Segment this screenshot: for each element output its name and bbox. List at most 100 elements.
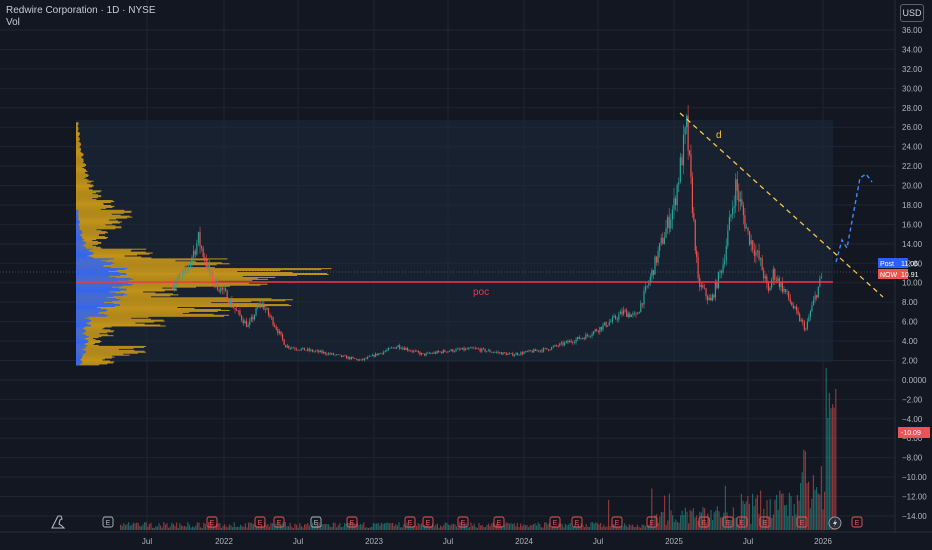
profile-bar-gold [76,307,178,309]
symbol-title[interactable]: Redwire Corporation · 1D · NYSE [6,5,156,16]
candle-body [395,347,398,349]
volume-bar [627,527,629,530]
candle-body [345,355,348,359]
candle-body [507,353,509,356]
profile-bar-gold [76,242,102,244]
volume-bar [780,493,782,530]
volume-bar [251,522,253,530]
volume-bar [596,523,598,530]
candle-body [460,349,462,351]
volume-bar [811,498,813,530]
candle-body [479,349,481,352]
earnings-marker-box [422,516,434,528]
candle-body [761,258,763,271]
profile-bar-gold [76,187,89,189]
volume-bar [286,526,288,530]
candle-body [808,317,810,322]
volume-bar [302,527,304,530]
volume-bar [833,407,835,530]
candle-body [670,219,672,229]
candle-body [515,353,517,355]
x-tick-label: Jul [593,537,603,546]
candle-body [783,288,785,292]
volume-bar [212,526,214,530]
volume-bar [604,527,606,530]
y-tick-label: 14.00 [902,240,923,249]
candle-body [308,348,310,351]
candle-body [286,345,288,348]
profile-bar-blue [76,312,99,314]
currency-button[interactable]: USD [900,4,924,22]
candle-body [640,303,642,312]
candle-body [239,310,241,316]
volume-bar [356,522,358,530]
profile-bar-gold [76,334,108,336]
dino-icon [51,515,66,529]
volume-bar [272,523,274,530]
candle-body [531,351,533,353]
volume-bar [555,526,557,530]
profile-bar-gold [76,266,185,268]
profile-bar-blue [76,283,134,285]
profile-bar-gold [76,313,214,315]
candle-body [544,348,546,349]
volume-bar [304,524,306,530]
volume-label[interactable]: Vol [6,17,20,28]
candle-body [383,351,385,354]
volume-bar [670,510,672,530]
profile-bar-gold [76,320,165,322]
profile-bar-gold [76,152,83,154]
profile-bar-gold [76,306,266,308]
volume-bar [601,526,603,530]
profile-bar-gold [76,345,147,347]
volume-bar [344,523,346,530]
volume-bar [675,519,677,530]
profile-bar-gold [76,217,128,219]
candle-body [735,179,737,207]
earnings-marker-letter: E [258,520,263,527]
profile-bar-gold [76,196,102,198]
trendline[interactable] [679,112,884,298]
profile-bar-gold [76,265,188,267]
profile-bar-gold [76,164,87,166]
profile-bar-gold [76,359,103,361]
volume-bar [262,526,264,530]
volume-bar [598,524,600,530]
volume-bar [195,525,197,530]
candle-body [442,350,444,354]
candle-body [795,306,798,311]
candle-body [481,348,483,352]
candle-body [814,295,816,300]
profile-bar-gold [76,317,132,319]
profile-bar-gold [76,278,269,280]
volume-bar [353,523,355,530]
candle-body [212,272,214,283]
profile-bar-blue [76,361,83,363]
profile-bar-blue [76,317,86,319]
candle-body [431,353,434,354]
profile-bar-blue [76,344,88,346]
y-tick-label: 22.00 [902,162,923,171]
candle-body [774,269,776,281]
profile-bar-blue [76,260,101,262]
candle-body [232,306,235,309]
profile-bar-gold [76,305,292,307]
candle-body [264,309,266,311]
candle-body [449,350,451,352]
profile-bar-gold [76,194,99,196]
volume-bar [545,522,547,530]
candle-body [285,344,287,348]
volume-bar [800,483,802,530]
profile-bar-gold [76,165,87,167]
candle-body [719,271,721,273]
lightning-icon[interactable] [828,516,842,530]
profile-bar-gold [76,361,115,363]
candle-body [450,349,452,351]
candle-body [486,351,488,352]
candle-body [373,354,375,357]
profile-bar-blue [76,250,89,252]
candle-body [603,322,606,325]
earnings-marker-letter: E [726,520,731,527]
volume-bar [225,526,227,530]
